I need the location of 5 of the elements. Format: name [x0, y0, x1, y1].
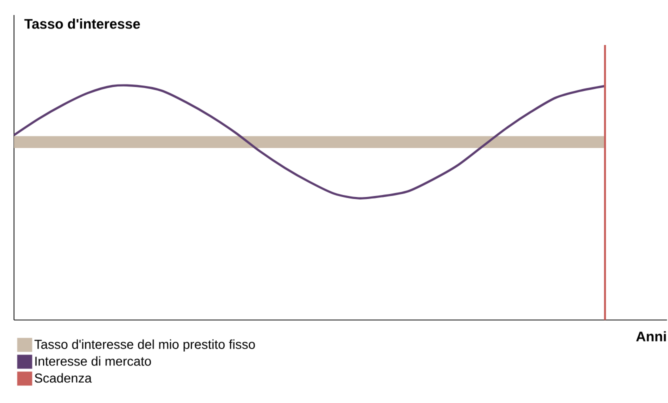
legend-label: Interesse di mercato — [35, 356, 151, 366]
y-axis-title: Tasso d'interesse — [24, 18, 140, 29]
x-axis-title: Anni — [636, 331, 666, 342]
text: Scadenza — [34, 373, 92, 383]
legend-label: Tasso d'interesse del mio prestito fisso — [34, 339, 255, 352]
